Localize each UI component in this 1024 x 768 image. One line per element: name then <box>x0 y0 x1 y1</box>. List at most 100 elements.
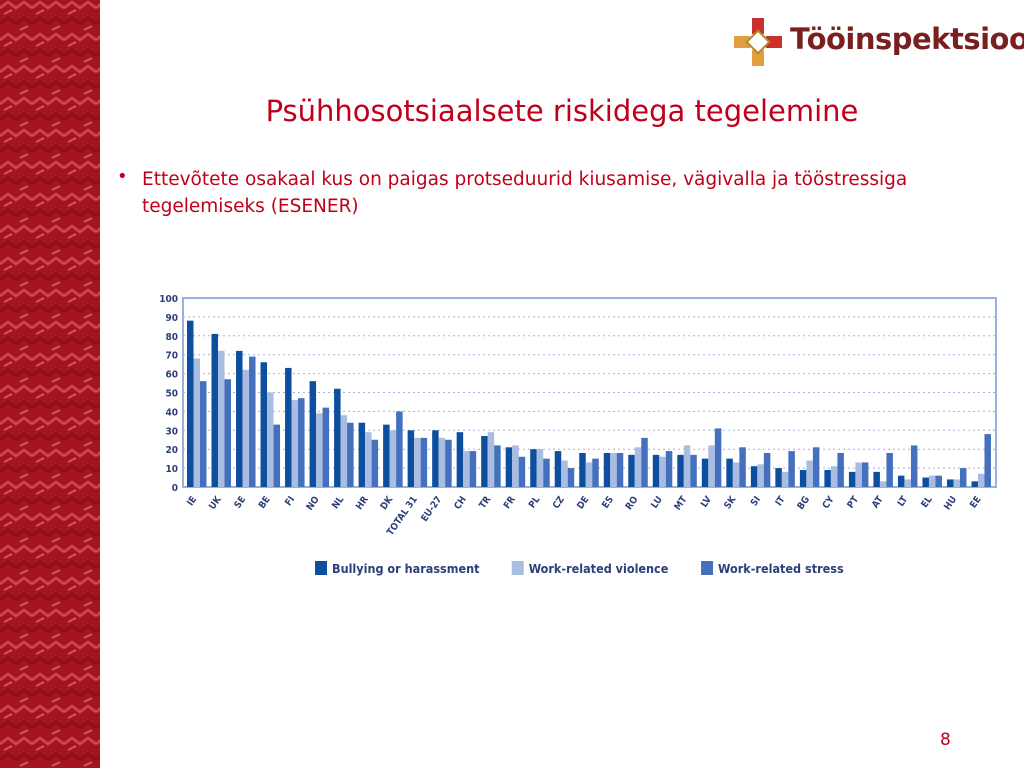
bullet-text: Ettevõtete osakaal kus on paigas protsed… <box>142 169 908 217</box>
bar-bullying-or-harassment-fr <box>505 447 513 487</box>
bar-work-related-violence-nl <box>340 415 348 487</box>
bar-bullying-or-harassment-es <box>603 452 611 487</box>
bar-work-related-stress-hu <box>959 468 967 487</box>
bar-bullying-or-harassment-lt <box>897 475 905 487</box>
bar-work-related-violence-ee <box>977 473 985 487</box>
bar-work-related-violence-be <box>267 392 274 487</box>
bar-bullying-or-harassment-lv <box>701 458 709 487</box>
x-tick-label: HR <box>354 494 371 512</box>
bar-bullying-or-harassment-ro <box>628 454 635 487</box>
bar-bullying-or-harassment-lu <box>652 454 660 487</box>
slide-title: Psühhosotsiaalsete riskidega tegelemine <box>265 94 859 128</box>
bar-work-related-violence-pl <box>536 449 544 487</box>
x-tick-label: CY <box>820 494 837 511</box>
bar-work-related-violence-lu <box>659 456 666 487</box>
bar-work-related-violence-cz <box>561 460 568 487</box>
bar-work-related-violence-mt <box>683 445 691 487</box>
bar-work-related-stress-eu-27 <box>445 439 452 487</box>
bar-work-related-stress-ro <box>641 437 648 487</box>
bar-bullying-or-harassment-cy <box>824 469 831 487</box>
bullet-marker: • <box>117 166 128 187</box>
bar-work-related-stress-se <box>249 356 256 487</box>
bar-work-related-stress-si <box>763 452 771 487</box>
side-pattern <box>0 0 100 768</box>
bar-work-related-violence-se <box>242 369 250 487</box>
x-tick-label: TR <box>477 494 493 511</box>
bar-work-related-violence-bg <box>806 460 813 487</box>
bar-work-related-violence-uk <box>218 350 225 487</box>
bar-work-related-violence-si <box>757 464 764 487</box>
bar-bullying-or-harassment-se <box>236 350 243 487</box>
bar-bullying-or-harassment-nl <box>334 388 341 487</box>
bar-bullying-or-harassment-fi <box>285 367 292 487</box>
bar-chart-svg: 0 10 20 30 40 50 60 70 80 90 100 IE UK SE BE FI NO NL HR DK… <box>159 294 997 576</box>
bar-work-related-stress-dk <box>396 411 403 487</box>
bar-work-related-stress-lu <box>665 451 673 487</box>
bar-work-related-stress-lt <box>910 445 918 487</box>
y-tick-label: 20 <box>165 445 178 456</box>
bar-work-related-stress-mt <box>690 454 697 487</box>
x-tick-label: FR <box>502 494 518 511</box>
y-tick-label: 0 <box>172 483 178 494</box>
bar-work-related-stress-tr <box>494 445 501 487</box>
bar-work-related-stress-cz <box>567 468 575 487</box>
x-tick-label: RO <box>624 494 641 512</box>
bar-bullying-or-harassment-mt <box>677 454 684 487</box>
y-tick-label: 30 <box>165 426 178 437</box>
bar-bullying-or-harassment-pl <box>530 449 537 487</box>
y-tick-label: 50 <box>165 389 178 400</box>
bar-bullying-or-harassment-bg <box>799 469 807 487</box>
bar-work-related-violence-sk <box>732 462 740 487</box>
bar-work-related-violence-hr <box>365 432 372 487</box>
logo-mark-icon <box>734 18 782 66</box>
bar-bullying-or-harassment-cz <box>554 451 562 487</box>
bar-work-related-stress-fr <box>518 456 526 487</box>
bar-work-related-stress-total-31 <box>420 437 428 487</box>
x-tick-label: PT <box>845 494 861 510</box>
bar-work-related-violence-dk <box>389 430 397 487</box>
y-tick-label: 90 <box>165 313 178 324</box>
bar-work-related-stress-hr <box>371 439 379 487</box>
y-tick-label: 60 <box>165 370 178 381</box>
x-tick-label: FI <box>283 494 297 508</box>
x-tick-label: UK <box>207 494 224 512</box>
x-tick-label: CZ <box>551 494 567 511</box>
x-tick-label: IE <box>185 494 199 508</box>
bar-work-related-violence-ro <box>634 447 642 487</box>
x-tick-label: LV <box>699 494 714 509</box>
bar-bullying-or-harassment-no <box>309 381 317 487</box>
side-decorative-band <box>0 0 100 768</box>
bar-work-related-violence-cy <box>830 466 838 487</box>
legend-label: Work-related stress <box>718 561 844 576</box>
x-tick-label: PL <box>527 494 543 510</box>
bar-work-related-violence-pt <box>855 462 862 487</box>
page-number: 8 <box>940 730 951 750</box>
bar-bullying-or-harassment-ie <box>187 320 194 487</box>
legend-swatch <box>511 561 524 575</box>
bar-bullying-or-harassment-de <box>579 452 586 487</box>
x-tick-label: CH <box>452 494 469 511</box>
bar-work-related-stress-uk <box>224 379 232 487</box>
logo: Tööinspektsioon <box>730 14 1024 70</box>
x-tick-label: LT <box>896 494 911 508</box>
bar-work-related-stress-at <box>886 452 893 487</box>
bar-work-related-stress-ie <box>200 381 207 487</box>
bar-bullying-or-harassment-dk <box>383 424 390 487</box>
bar-work-related-violence-it <box>781 471 789 487</box>
bar-bullying-or-harassment-hr <box>358 422 366 487</box>
legend-label: Work-related violence <box>529 561 669 576</box>
bar-work-related-stress-ee <box>984 434 991 487</box>
bar-bullying-or-harassment-tr <box>481 435 488 487</box>
bar-work-related-violence-hu <box>953 479 960 487</box>
bar-work-related-violence-ch <box>463 451 470 487</box>
bar-work-related-stress-fi <box>298 398 305 487</box>
bar-bullying-or-harassment-uk <box>211 333 219 487</box>
x-tick-label: EE <box>968 494 984 510</box>
bar-work-related-stress-ch <box>469 451 477 487</box>
x-tick-label: DK <box>378 494 395 512</box>
x-tick-label: LU <box>649 494 665 510</box>
bar-work-related-stress-lv <box>714 428 722 487</box>
bar-work-related-stress-be <box>273 424 281 487</box>
bar-bullying-or-harassment-be <box>260 362 268 487</box>
legend-swatch <box>701 561 714 575</box>
